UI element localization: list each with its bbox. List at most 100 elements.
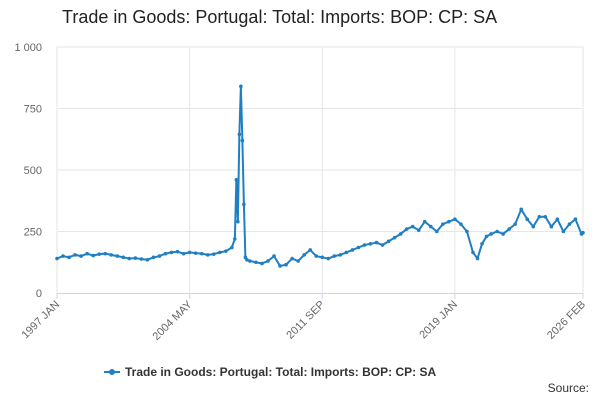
- data-point: [495, 229, 499, 234]
- data-point: [103, 251, 108, 256]
- data-point: [507, 227, 511, 231]
- data-point: [475, 256, 480, 261]
- data-point: [410, 224, 415, 229]
- x-tick-label: 2011 SEP: [284, 299, 327, 342]
- data-point: [338, 253, 343, 257]
- data-point: [555, 217, 560, 221]
- data-point: [230, 245, 234, 250]
- data-point: [109, 253, 114, 257]
- data-point: [422, 219, 427, 224]
- legend[interactable]: Trade in Goods: Portugal: Total: Imports…: [104, 365, 436, 379]
- data-point: [296, 259, 300, 263]
- source-label: Source:: [547, 381, 589, 395]
- data-point: [290, 256, 294, 261]
- data-point: [314, 254, 319, 258]
- data-point: [266, 259, 270, 263]
- data-point: [435, 229, 439, 234]
- data-point: [67, 255, 71, 260]
- data-point: [374, 240, 379, 245]
- data-point: [199, 251, 204, 256]
- data-point: [284, 262, 288, 267]
- data-point: [115, 254, 120, 258]
- data-point: [79, 254, 83, 258]
- data-point: [320, 255, 325, 260]
- data-point: [127, 256, 132, 261]
- x-tick-label: 1997 JAN: [19, 299, 62, 342]
- data-point: [489, 232, 493, 236]
- data-point: [245, 257, 249, 262]
- data-point: [91, 253, 95, 258]
- data-point: [471, 250, 475, 255]
- legend-label: Trade in Goods: Portugal: Total: Imports…: [125, 365, 437, 379]
- data-point: [416, 228, 421, 233]
- data-point: [61, 254, 65, 258]
- y-tick-label: 750: [24, 104, 42, 116]
- data-point: [368, 242, 373, 246]
- data-point: [447, 219, 451, 224]
- data-point: [151, 255, 156, 260]
- data-point: [240, 138, 245, 143]
- data-point: [567, 222, 572, 226]
- data-point: [398, 232, 403, 236]
- data-point: [97, 252, 102, 256]
- data-point: [501, 232, 505, 236]
- data-point: [344, 250, 349, 255]
- data-point: [121, 255, 126, 260]
- data-point: [380, 243, 385, 247]
- data-point: [236, 219, 240, 224]
- data-point: [453, 217, 457, 221]
- data-point: [55, 256, 59, 261]
- plot-area: [55, 84, 585, 268]
- data-point: [248, 259, 252, 263]
- data-point: [525, 217, 530, 221]
- x-tick-label: 2004 MAY: [151, 298, 196, 343]
- data-point: [537, 214, 542, 219]
- data-point: [272, 254, 276, 258]
- data-point: [332, 254, 337, 258]
- data-point: [278, 264, 282, 268]
- data-point: [326, 256, 331, 261]
- data-point: [193, 251, 198, 255]
- data-point: [519, 207, 524, 212]
- data-point: [187, 250, 192, 255]
- data-point: [133, 256, 138, 260]
- data-point: [157, 254, 162, 258]
- data-point: [513, 222, 517, 226]
- data-point: [573, 217, 578, 221]
- data-point: [260, 261, 264, 266]
- data-point: [543, 214, 548, 219]
- y-axis: 0 250 500 750 1 000: [14, 42, 42, 300]
- x-tick-label: 2026 FEB: [545, 299, 588, 342]
- data-point: [356, 245, 361, 250]
- legend-marker-icon: [109, 369, 115, 375]
- y-tick-label: 250: [24, 227, 42, 239]
- data-point: [459, 222, 463, 226]
- data-point: [85, 251, 89, 256]
- x-axis: 1997 JAN 2004 MAY 2011 SEP 2019 JAN 2026 FEB: [19, 293, 588, 343]
- data-point: [428, 224, 433, 229]
- data-point: [211, 252, 216, 256]
- data-point: [549, 224, 554, 229]
- data-point: [386, 239, 391, 244]
- data-point: [163, 251, 168, 256]
- data-point: [224, 249, 228, 253]
- data-point: [169, 250, 174, 255]
- data-point: [308, 248, 313, 252]
- data-point: [233, 237, 237, 241]
- legend-swatch: [104, 369, 120, 375]
- data-point: [441, 222, 445, 226]
- data-point: [465, 229, 469, 234]
- data-point: [242, 202, 246, 207]
- data-point: [181, 251, 186, 256]
- y-tick-label: 500: [24, 165, 42, 177]
- data-point: [484, 234, 489, 239]
- data-point: [175, 249, 180, 254]
- data-point: [254, 260, 258, 265]
- data-point: [350, 248, 355, 252]
- data-point: [145, 257, 150, 262]
- y-tick-label: 0: [36, 288, 42, 300]
- y-tick-label: 1 000: [14, 42, 42, 54]
- series-line: [56, 85, 584, 267]
- data-point: [217, 250, 222, 255]
